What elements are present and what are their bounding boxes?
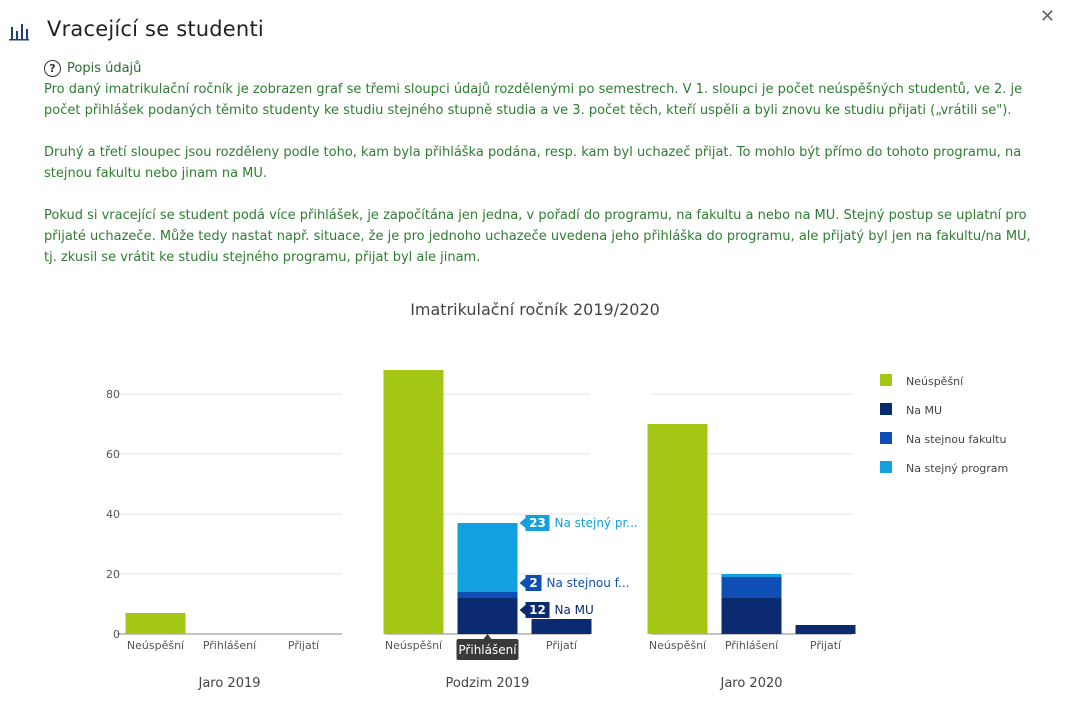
x-tick-label: Neúspěšní [127, 639, 185, 652]
hover-value: 2 [529, 576, 537, 590]
panel-label: Podzim 2019 [446, 676, 530, 691]
bar-chart-icon [9, 24, 29, 41]
y-tick-label: 20 [106, 568, 120, 581]
chart-legend: Neúspěšní Na MU Na stejnou fakultu Na stejn… [880, 374, 1008, 475]
y-tick-label: 40 [106, 508, 120, 521]
chart-container: Imatrikulační ročník 2019/2020 0 20 40 60 80… [0, 280, 1069, 711]
bar-Na MU[interactable] [721, 598, 782, 634]
bar-Na stejnou fakultu[interactable] [721, 577, 782, 598]
bar-Na stejný program[interactable] [457, 523, 518, 592]
legend-item: Neúspěšní [906, 375, 964, 388]
hover-value-badge [525, 515, 550, 531]
bar-Neúspěšní[interactable] [383, 370, 444, 634]
hover-series-label: Na stejnou f... [547, 576, 630, 590]
hover-badge-pointer [519, 605, 526, 615]
description-paragraph-2: Druhý a třetí sloupec jsou rozděleny pod… [44, 145, 1022, 181]
bar-Na MU[interactable] [795, 625, 856, 634]
hover-value: 23 [529, 516, 546, 530]
tooltip-title: Přihlášení [458, 643, 517, 657]
legend-item: Na stejnou fakultu [906, 433, 1006, 446]
panel-label: Jaro 2020 [719, 676, 782, 691]
returning-students-chart: Imatrikulační ročník 2019/2020 0 20 40 60 80… [106, 300, 1008, 691]
x-tick-label: Přihlášení [203, 639, 257, 652]
hover-series-label: Na MU [555, 603, 594, 617]
hover-series-label: Na stejný pr... [555, 516, 638, 530]
dialog-title: Vracející se studenti [47, 17, 264, 41]
legend-swatch [880, 403, 892, 415]
hover-badge-pointer [519, 518, 526, 528]
hover-value-badge [525, 602, 550, 618]
description-paragraph-3: Pokud si vracející se student podá více … [44, 208, 1031, 265]
x-tick-label: Neúspěšní [649, 639, 707, 652]
tooltip-pointer [483, 634, 492, 639]
panel-label: Jaro 2019 [197, 676, 260, 691]
description-toggle-label: Popis údajů [67, 61, 142, 76]
hover-value-badge [525, 575, 542, 591]
legend-swatch [880, 432, 892, 444]
legend-swatch [880, 461, 892, 473]
x-tick-label: Přijatí [288, 639, 320, 652]
dialog-header: Vracející se studenti ✕ [0, 0, 1069, 60]
y-tick-label: 0 [113, 628, 120, 641]
y-tick-label: 60 [106, 448, 120, 461]
x-tick-label: Neúspěšní [385, 639, 443, 652]
x-tick-label: Přihlášení [725, 639, 779, 652]
bar-Na stejný program[interactable] [721, 574, 782, 577]
bar-Na MU[interactable] [531, 619, 592, 634]
description-toggle[interactable]: ? Popis údajů [44, 58, 1034, 79]
legend-item: Na MU [906, 404, 942, 417]
description-panel: ? Popis údajů Pro daný imatrikulační roč… [44, 58, 1034, 268]
x-tick-label: Přijatí [810, 639, 842, 652]
bar-Neúspěšní[interactable] [647, 424, 708, 634]
help-icon: ? [44, 60, 61, 77]
chart-title: Imatrikulační ročník 2019/2020 [410, 300, 660, 319]
bar-Na MU[interactable] [457, 598, 518, 634]
hover-badge-pointer [519, 578, 526, 588]
legend-item: Na stejný program [906, 462, 1008, 475]
legend-swatch [880, 374, 892, 386]
x-tick-label: Přijatí [546, 639, 578, 652]
description-paragraph-1: Pro daný imatrikulační ročník je zobraze… [44, 82, 1023, 118]
bar-Neúspěšní[interactable] [125, 613, 186, 634]
tooltip-box [456, 639, 519, 660]
hover-value: 12 [529, 603, 546, 617]
close-icon[interactable]: ✕ [1039, 6, 1055, 27]
bar-Na stejnou fakultu[interactable] [457, 592, 518, 598]
y-tick-label: 80 [106, 388, 120, 401]
